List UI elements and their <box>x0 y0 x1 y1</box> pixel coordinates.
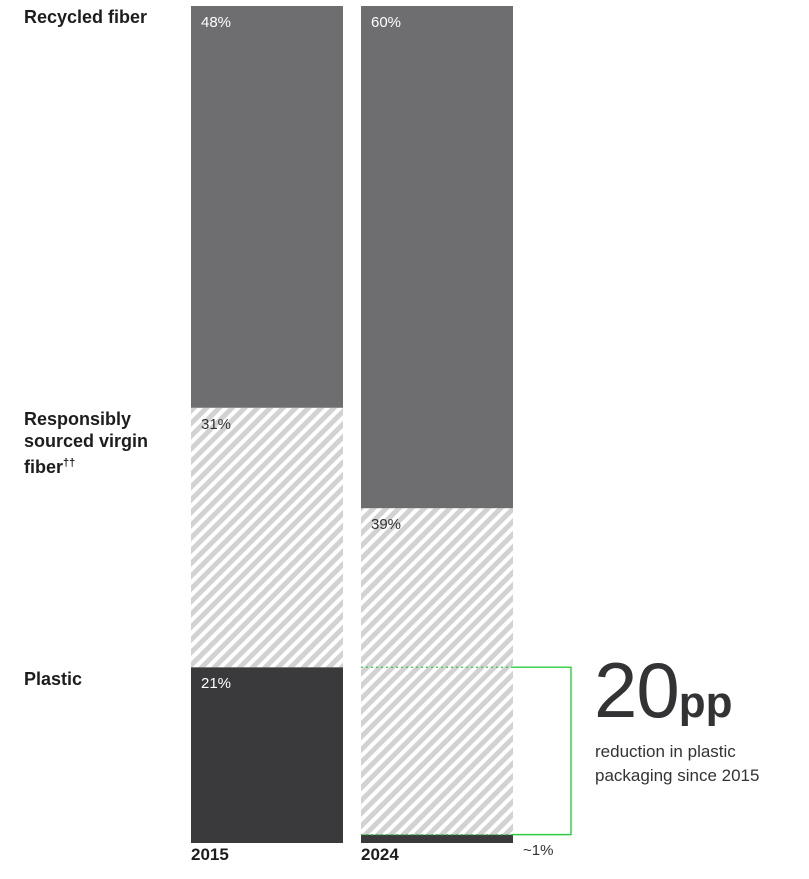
bar-segment-plastic-2015 <box>191 667 343 843</box>
x-tick-2015: 2015 <box>191 845 229 864</box>
callout-number: 20 <box>594 646 680 734</box>
bar-segment-virgin-fiber-2024 <box>361 508 513 835</box>
data-label-recycled-fiber-2024: 60% <box>371 14 401 31</box>
callout-unit: pp <box>678 678 733 727</box>
x-tick-2024: 2024 <box>361 845 399 864</box>
data-label-virgin-fiber-2024: 39% <box>371 516 401 533</box>
bar-segment-virgin-fiber-2015 <box>191 407 343 668</box>
callout-bracket <box>513 666 572 836</box>
bar-segment-plastic-2024 <box>361 834 513 843</box>
data-label-virgin-fiber-2015: 31% <box>201 416 231 433</box>
legend-label-recycled-fiber: Recycled fiber <box>24 7 148 27</box>
data-label-recycled-fiber-2015: 48% <box>201 14 231 31</box>
data-label-plastic-2024: ~1% <box>523 842 553 859</box>
data-label-plastic-2015: 21% <box>201 675 231 692</box>
callout-caption: reduction in plastic packaging since 201… <box>595 742 760 785</box>
footnote-marker: †† <box>63 457 76 469</box>
bar-segment-recycled-fiber-2015 <box>191 6 343 408</box>
callout-value: 20pp <box>594 650 733 743</box>
bar-segment-recycled-fiber-2024 <box>361 6 513 509</box>
legend-label-plastic: Plastic <box>24 669 83 689</box>
legend-label-virgin-fiber: Responsibly sourced virgin fiber†† <box>24 409 149 477</box>
